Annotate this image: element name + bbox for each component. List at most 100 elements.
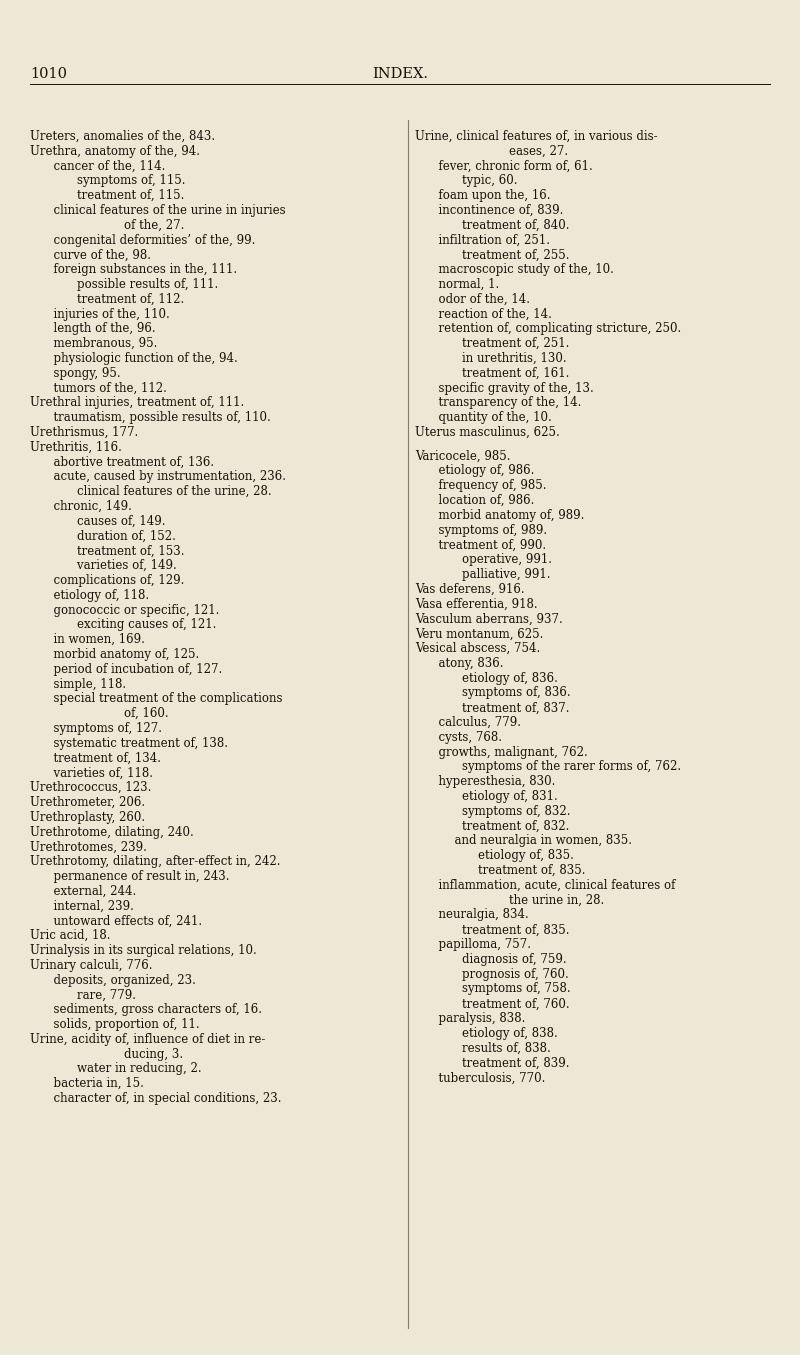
Text: rare, 779.: rare, 779.	[62, 988, 136, 1001]
Text: Vas deferens, 916.: Vas deferens, 916.	[415, 583, 525, 596]
Text: etiology of, 838.: etiology of, 838.	[447, 1027, 558, 1039]
Text: external, 244.: external, 244.	[46, 885, 136, 898]
Text: acute, caused by instrumentation, 236.: acute, caused by instrumentation, 236.	[46, 470, 286, 484]
Text: inflammation, acute, clinical features of: inflammation, acute, clinical features o…	[431, 879, 675, 892]
Text: congenital deformities’ of the, 99.: congenital deformities’ of the, 99.	[46, 233, 255, 247]
Text: tumors of the, 112.: tumors of the, 112.	[46, 382, 167, 394]
Text: papilloma, 757.: papilloma, 757.	[431, 938, 531, 951]
Text: treatment of, 835.: treatment of, 835.	[463, 864, 586, 877]
Text: treatment of, 837.: treatment of, 837.	[447, 702, 570, 714]
Text: cysts, 768.: cysts, 768.	[431, 730, 502, 744]
Text: Veru montanum, 625.: Veru montanum, 625.	[415, 627, 543, 641]
Text: treatment of, 839.: treatment of, 839.	[447, 1057, 570, 1069]
Text: clinical features of the urine, 28.: clinical features of the urine, 28.	[62, 485, 272, 499]
Text: in urethritis, 130.: in urethritis, 130.	[447, 352, 566, 364]
Text: Urethroplasty, 260.: Urethroplasty, 260.	[30, 810, 145, 824]
Text: macroscopic study of the, 10.: macroscopic study of the, 10.	[431, 263, 614, 276]
Text: treatment of, 161.: treatment of, 161.	[447, 367, 570, 379]
Text: of the, 27.: of the, 27.	[94, 218, 184, 232]
Text: Urethrotomy, dilating, after-effect in, 242.: Urethrotomy, dilating, after-effect in, …	[30, 855, 281, 869]
Text: Uric acid, 18.: Uric acid, 18.	[30, 930, 110, 942]
Text: of, 160.: of, 160.	[94, 707, 169, 721]
Text: internal, 239.: internal, 239.	[46, 900, 134, 913]
Text: typic, 60.: typic, 60.	[447, 175, 518, 187]
Text: eases, 27.: eases, 27.	[479, 145, 568, 157]
Text: Urinalysis in its surgical relations, 10.: Urinalysis in its surgical relations, 10…	[30, 944, 257, 957]
Text: simple, 118.: simple, 118.	[46, 678, 126, 691]
Text: treatment of, 760.: treatment of, 760.	[447, 997, 570, 1011]
Text: morbid anatomy of, 989.: morbid anatomy of, 989.	[431, 509, 584, 522]
Text: Vasa efferentia, 918.: Vasa efferentia, 918.	[415, 598, 538, 611]
Text: quantity of the, 10.: quantity of the, 10.	[431, 411, 552, 424]
Text: Urethral injuries, treatment of, 111.: Urethral injuries, treatment of, 111.	[30, 397, 244, 409]
Text: treatment of, 251.: treatment of, 251.	[447, 337, 570, 350]
Text: location of, 986.: location of, 986.	[431, 495, 534, 507]
Text: Urinary calculi, 776.: Urinary calculi, 776.	[30, 959, 153, 972]
Text: deposits, organized, 23.: deposits, organized, 23.	[46, 974, 196, 986]
Text: calculus, 779.: calculus, 779.	[431, 715, 521, 729]
Text: gonococcic or specific, 121.: gonococcic or specific, 121.	[46, 603, 219, 617]
Text: foreign substances in the, 111.: foreign substances in the, 111.	[46, 263, 237, 276]
Text: Urine, acidity of, influence of diet in re-: Urine, acidity of, influence of diet in …	[30, 1033, 266, 1046]
Text: varieties of, 149.: varieties of, 149.	[62, 560, 177, 572]
Text: varieties of, 118.: varieties of, 118.	[46, 767, 153, 779]
Text: injuries of the, 110.: injuries of the, 110.	[46, 308, 170, 321]
Text: curve of the, 98.: curve of the, 98.	[46, 248, 151, 262]
Text: prognosis of, 760.: prognosis of, 760.	[447, 967, 569, 981]
Text: Ureters, anomalies of the, 843.: Ureters, anomalies of the, 843.	[30, 130, 215, 144]
Text: infiltration of, 251.: infiltration of, 251.	[431, 233, 550, 247]
Text: transparency of the, 14.: transparency of the, 14.	[431, 397, 582, 409]
Text: Urethra, anatomy of the, 94.: Urethra, anatomy of the, 94.	[30, 145, 200, 157]
Text: treatment of, 112.: treatment of, 112.	[62, 293, 184, 306]
Text: special treatment of the complications: special treatment of the complications	[46, 692, 282, 706]
Text: sediments, gross characters of, 16.: sediments, gross characters of, 16.	[46, 1003, 262, 1016]
Text: symptoms of, 989.: symptoms of, 989.	[431, 523, 547, 537]
Text: cancer of the, 114.: cancer of the, 114.	[46, 160, 166, 172]
Text: normal, 1.: normal, 1.	[431, 278, 499, 291]
Text: palliative, 991.: palliative, 991.	[447, 568, 550, 581]
Text: etiology of, 831.: etiology of, 831.	[447, 790, 558, 804]
Text: solids, proportion of, 11.: solids, proportion of, 11.	[46, 1018, 200, 1031]
Text: retention of, complicating stricture, 250.: retention of, complicating stricture, 25…	[431, 322, 682, 336]
Text: hyperesthesia, 830.: hyperesthesia, 830.	[431, 775, 555, 789]
Text: fever, chronic form of, 61.: fever, chronic form of, 61.	[431, 160, 593, 172]
Text: Urethritis, 116.: Urethritis, 116.	[30, 440, 122, 454]
Text: symptoms of, 836.: symptoms of, 836.	[447, 687, 570, 699]
Text: period of incubation of, 127.: period of incubation of, 127.	[46, 663, 222, 676]
Text: the urine in, 28.: the urine in, 28.	[479, 894, 604, 906]
Text: membranous, 95.: membranous, 95.	[46, 337, 158, 350]
Text: Urethrometer, 206.: Urethrometer, 206.	[30, 795, 145, 809]
Text: symptoms of, 832.: symptoms of, 832.	[447, 805, 570, 818]
Text: Varicocele, 985.: Varicocele, 985.	[415, 450, 510, 462]
Text: treatment of, 115.: treatment of, 115.	[62, 190, 184, 202]
Text: water in reducing, 2.: water in reducing, 2.	[62, 1062, 202, 1076]
Text: traumatism, possible results of, 110.: traumatism, possible results of, 110.	[46, 411, 270, 424]
Text: abortive treatment of, 136.: abortive treatment of, 136.	[46, 455, 214, 469]
Text: Vasculum aberrans, 937.: Vasculum aberrans, 937.	[415, 612, 562, 626]
Text: operative, 991.: operative, 991.	[447, 553, 552, 566]
Text: clinical features of the urine in injuries: clinical features of the urine in injuri…	[46, 205, 286, 217]
Text: specific gravity of the, 13.: specific gravity of the, 13.	[431, 382, 594, 394]
Text: tuberculosis, 770.: tuberculosis, 770.	[431, 1072, 546, 1084]
Text: etiology of, 118.: etiology of, 118.	[46, 589, 149, 602]
Text: Urethrococcus, 123.: Urethrococcus, 123.	[30, 782, 151, 794]
Text: 1010: 1010	[30, 66, 67, 81]
Text: causes of, 149.: causes of, 149.	[62, 515, 166, 528]
Text: symptoms of the rarer forms of, 762.: symptoms of the rarer forms of, 762.	[447, 760, 681, 774]
Text: Vesical abscess, 754.: Vesical abscess, 754.	[415, 642, 540, 654]
Text: odor of the, 14.: odor of the, 14.	[431, 293, 530, 306]
Text: exciting causes of, 121.: exciting causes of, 121.	[62, 618, 216, 631]
Text: length of the, 96.: length of the, 96.	[46, 322, 156, 336]
Text: frequency of, 985.: frequency of, 985.	[431, 480, 546, 492]
Text: complications of, 129.: complications of, 129.	[46, 575, 184, 587]
Text: permanence of result in, 243.: permanence of result in, 243.	[46, 870, 230, 883]
Text: diagnosis of, 759.: diagnosis of, 759.	[447, 953, 566, 966]
Text: neuralgia, 834.: neuralgia, 834.	[431, 908, 529, 921]
Text: and neuralgia in women, 835.: and neuralgia in women, 835.	[447, 835, 632, 847]
Text: foam upon the, 16.: foam upon the, 16.	[431, 190, 550, 202]
Text: Urethrotome, dilating, 240.: Urethrotome, dilating, 240.	[30, 825, 194, 839]
Text: systematic treatment of, 138.: systematic treatment of, 138.	[46, 737, 228, 749]
Text: treatment of, 832.: treatment of, 832.	[447, 820, 570, 833]
Text: atony, 836.: atony, 836.	[431, 657, 503, 669]
Text: symptoms of, 127.: symptoms of, 127.	[46, 722, 162, 734]
